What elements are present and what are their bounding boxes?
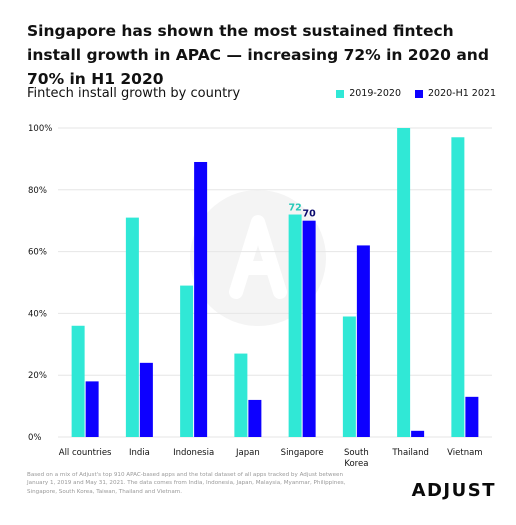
- adjust-logo: ADJUST: [411, 480, 496, 501]
- legend-label-series-2: 2020-H1 2021: [428, 88, 496, 99]
- legend-item-series-1: 2019-2020: [336, 88, 401, 99]
- x-tick-label: Singapore: [281, 448, 324, 458]
- chart-title: Fintech install growth by country: [27, 86, 241, 101]
- legend-label-series-1: 2019-2020: [349, 88, 401, 99]
- legend-swatch-series-1: [336, 89, 345, 98]
- bar-1: [71, 325, 85, 437]
- bar-1: [451, 137, 465, 437]
- bar-data-label: 72: [289, 203, 302, 214]
- bar-chart: 0% 20% 40% 60% 80% 100% All countries India Indo…: [28, 124, 492, 469]
- x-tick-label: Thailand: [391, 448, 429, 458]
- bar-2: [139, 362, 153, 437]
- headline: Singapore has shown the most sustained f…: [27, 22, 489, 88]
- bar-data-label: 70: [303, 209, 317, 220]
- y-tick-label: 100%: [28, 124, 52, 134]
- bar-2: [248, 399, 262, 437]
- y-tick-label: 40%: [28, 309, 47, 319]
- y-tick-label: 0%: [28, 433, 42, 443]
- x-tick-label: All countries: [59, 448, 112, 458]
- bar-1: [397, 128, 411, 437]
- bar-2: [302, 220, 316, 437]
- chart-legend: 2019-2020 2020-H1 2021: [336, 88, 496, 99]
- bar-1: [342, 316, 356, 437]
- y-tick-label: 20%: [28, 371, 47, 381]
- bar-1: [180, 285, 194, 437]
- x-tick-label: Japan: [235, 448, 260, 458]
- x-tick-label: South: [344, 448, 369, 458]
- bar-2: [194, 161, 208, 438]
- y-tick-label: 80%: [28, 186, 47, 196]
- bar-2: [85, 381, 99, 437]
- x-tick-label: Vietnam: [447, 448, 482, 458]
- legend-item-series-2: 2020-H1 2021: [415, 88, 496, 99]
- bar-2: [465, 396, 479, 437]
- bar-1: [234, 353, 248, 437]
- legend-swatch-series-2: [415, 89, 423, 98]
- x-tick-label: Indonesia: [173, 448, 214, 458]
- footnote: Based on a mix of Adjust's top 910 APAC-…: [27, 472, 346, 495]
- y-tick-label: 60%: [28, 248, 47, 258]
- x-tick-label: India: [129, 448, 150, 458]
- x-tick-label: Korea: [344, 459, 368, 469]
- bar-1: [288, 214, 302, 437]
- bar-2: [411, 430, 425, 437]
- bar-1: [125, 217, 139, 437]
- bar-2: [356, 245, 370, 437]
